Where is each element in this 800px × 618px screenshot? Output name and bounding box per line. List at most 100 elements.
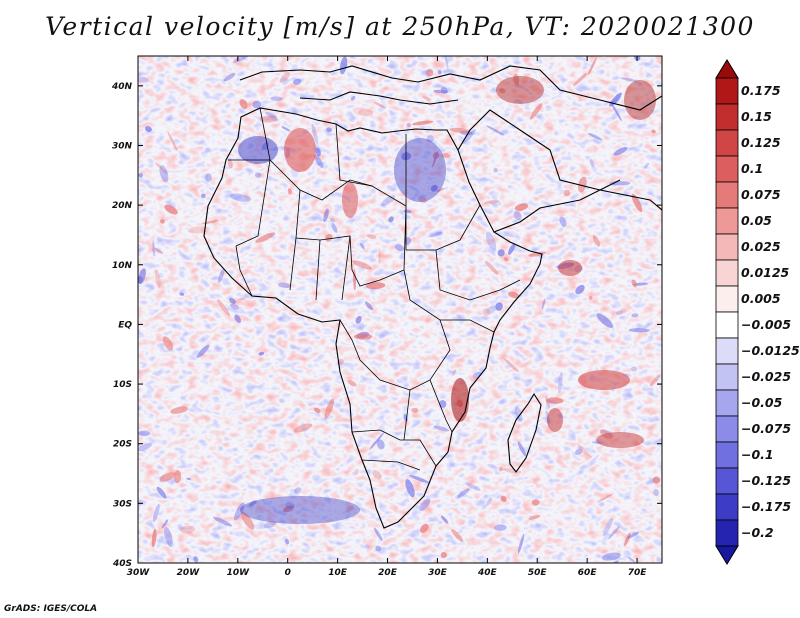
descent-patch — [212, 516, 233, 527]
descent-patch — [138, 76, 150, 83]
colorbar-label: −0.125 — [741, 473, 791, 488]
descent-patch — [329, 217, 335, 223]
strong-velocity-feature — [451, 378, 469, 422]
descent-patch — [394, 244, 405, 252]
lon-tick-label: 50E — [528, 568, 548, 578]
grads-credit: GrADS: IGES/COLA — [4, 604, 98, 614]
ascent-patch — [528, 251, 546, 257]
ascent-patch — [365, 282, 386, 290]
ascent-patch — [259, 115, 278, 123]
strong-velocity-feature — [394, 138, 446, 202]
descent-patch — [364, 301, 374, 311]
strong-velocity-feature — [558, 260, 582, 276]
colorbar-label: 0.125 — [741, 135, 781, 150]
descent-patch — [575, 448, 583, 456]
ascent-patch — [651, 129, 656, 134]
descent-patch — [233, 502, 245, 521]
ascent-patch — [425, 69, 434, 77]
ascent-patch — [596, 493, 614, 503]
ascent-patch — [529, 103, 543, 120]
descent-patch — [486, 497, 493, 506]
ascent-patch — [500, 495, 507, 502]
descent-patch — [426, 135, 434, 143]
descent-patch — [495, 302, 503, 311]
ascent-patch — [170, 406, 189, 414]
ascent-patch — [180, 525, 196, 534]
ascent-patch — [528, 514, 541, 520]
colorbar-label: −0.025 — [741, 369, 791, 384]
ascent-patch — [652, 476, 661, 484]
descent-patch — [156, 486, 167, 499]
descent-patch — [429, 232, 443, 238]
descent-patch — [355, 315, 362, 324]
descent-patch — [613, 146, 628, 156]
descent-patch — [154, 247, 163, 254]
colorbar-label: −0.0125 — [741, 343, 800, 358]
descent-patch — [627, 556, 636, 563]
descent-patch — [419, 498, 431, 512]
descent-patch — [444, 56, 449, 70]
ascent-patch — [227, 159, 233, 169]
colorbar-swatch — [715, 285, 739, 313]
descent-patch — [611, 103, 622, 122]
lon-tick-label: 40E — [477, 568, 498, 578]
ascent-patch — [419, 523, 429, 533]
colorbar-swatch — [715, 311, 739, 339]
descent-patch — [408, 474, 430, 484]
ascent-patch — [577, 444, 593, 459]
lat-tick-label: EQ — [118, 320, 132, 330]
colorbar-swatch — [715, 129, 739, 157]
colorbar-label: 0.075 — [741, 187, 781, 202]
ascent-patch — [545, 395, 550, 409]
descent-patch — [196, 344, 210, 358]
descent-patch — [270, 96, 283, 101]
descent-patch — [234, 314, 241, 324]
strong-velocity-feature — [238, 136, 278, 164]
ascent-patch — [573, 72, 588, 86]
ascent-patch — [164, 204, 178, 215]
descent-patch — [254, 172, 262, 178]
descent-patch — [627, 531, 640, 539]
descent-patch — [620, 77, 637, 82]
lat-tick-label: 40S — [112, 559, 132, 569]
lat-tick-label: 20N — [112, 201, 133, 211]
figure-title: Vertical velocity [m/s] at 250hPa, VT: 2… — [45, 12, 755, 41]
ascent-patch — [160, 219, 165, 224]
ascent-patch — [255, 232, 276, 243]
lat-tick-label: 30S — [113, 499, 132, 509]
descent-patch — [193, 556, 199, 563]
descent-patch — [217, 268, 225, 283]
descent-patch — [630, 366, 638, 372]
descent-patch — [258, 351, 265, 356]
strong-velocity-feature — [547, 408, 563, 432]
ascent-patch — [313, 407, 321, 413]
ascent-patch — [237, 297, 246, 301]
lon-tick-label: 10W — [227, 568, 251, 578]
colorbar-swatch — [715, 207, 739, 235]
descent-patch — [314, 154, 324, 169]
ascent-patch — [513, 73, 520, 86]
descent-patch — [497, 249, 505, 257]
colorbar-swatch — [715, 389, 739, 417]
descent-patch — [315, 147, 321, 157]
ascent-patch — [159, 472, 176, 482]
ascent-patch — [279, 71, 291, 83]
colorbar-swatch — [715, 441, 739, 469]
descent-patch — [265, 112, 277, 118]
descent-patch — [515, 406, 523, 422]
ascent-patch — [373, 101, 387, 109]
lon-tick-label: 60E — [578, 568, 598, 578]
descent-patch — [161, 519, 169, 529]
descent-patch — [559, 216, 567, 228]
ascent-patch — [352, 260, 373, 270]
strong-velocity-feature — [596, 432, 644, 448]
colorbar-label: −0.175 — [741, 499, 791, 514]
descent-patch — [486, 125, 505, 136]
descent-patch — [152, 240, 155, 257]
velocity-anomaly-layer — [138, 56, 661, 563]
descent-patch — [376, 439, 385, 450]
ascent-patch — [293, 423, 313, 433]
colorbar-swatch — [715, 337, 739, 365]
ascent-patch — [239, 99, 248, 110]
descent-patch — [277, 282, 292, 289]
